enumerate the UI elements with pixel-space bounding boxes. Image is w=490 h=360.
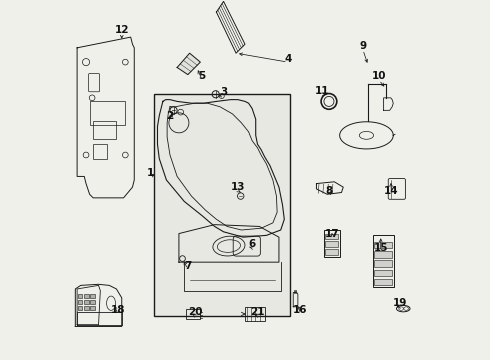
Text: 17: 17 (325, 229, 340, 239)
Polygon shape (177, 53, 200, 75)
Text: 4: 4 (284, 54, 292, 64)
Text: 9: 9 (359, 41, 367, 51)
Text: 21: 21 (250, 307, 265, 317)
Text: 10: 10 (372, 71, 386, 81)
Bar (78, 300, 82, 304)
Text: 6: 6 (248, 239, 256, 249)
Bar (90, 102, 125, 125)
Bar (154, 94, 290, 316)
Bar (325, 234, 338, 239)
Text: 14: 14 (384, 186, 399, 196)
Bar (84, 300, 89, 304)
Bar (78, 306, 82, 310)
Text: 5: 5 (198, 71, 206, 81)
Bar (374, 251, 392, 257)
Bar (93, 144, 107, 158)
Bar (325, 242, 338, 247)
Text: 16: 16 (293, 305, 308, 315)
Bar (374, 279, 392, 285)
Bar (325, 249, 338, 255)
Bar (90, 300, 95, 304)
Bar (374, 242, 392, 248)
Bar (90, 306, 95, 310)
Text: 1: 1 (147, 168, 154, 178)
Bar (373, 235, 393, 287)
Text: 19: 19 (393, 298, 408, 308)
Text: 3: 3 (220, 87, 227, 98)
Bar (84, 294, 89, 298)
Text: 8: 8 (325, 186, 333, 196)
Text: 11: 11 (315, 86, 329, 96)
Bar (374, 260, 392, 267)
Bar (323, 230, 340, 257)
Text: 12: 12 (115, 25, 129, 35)
Bar (245, 307, 265, 321)
Bar (186, 309, 199, 319)
Bar (78, 294, 82, 298)
Text: 15: 15 (373, 243, 388, 253)
Bar (374, 270, 392, 276)
Bar (90, 294, 95, 298)
Text: 2: 2 (167, 111, 173, 121)
Text: 18: 18 (111, 305, 125, 315)
Bar (93, 121, 117, 139)
Bar (84, 306, 89, 310)
Text: 7: 7 (184, 261, 192, 271)
Text: 20: 20 (188, 307, 202, 317)
Text: 13: 13 (231, 182, 245, 192)
